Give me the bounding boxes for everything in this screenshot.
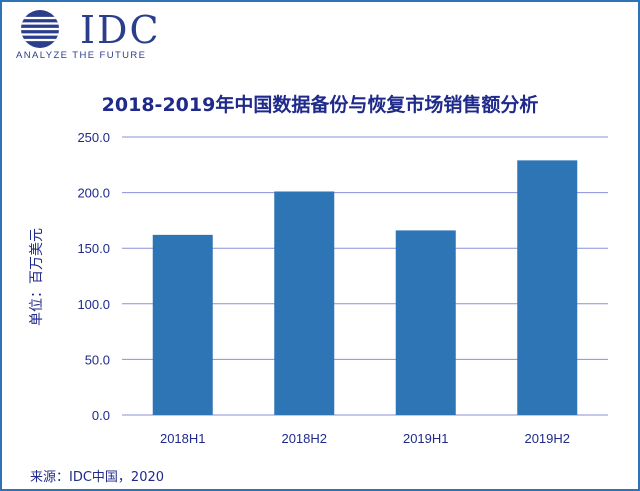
idc-logo: IDC ANALYZE THE FUTURE xyxy=(14,8,164,64)
x-tick-label-2019H1: 2019H1 xyxy=(403,431,449,446)
source-note: 来源：IDC中国，2020 xyxy=(30,470,165,485)
x-tick-label-2018H1: 2018H1 xyxy=(160,431,206,446)
bar-2018H2 xyxy=(274,191,335,415)
bar-2019H2 xyxy=(517,160,578,415)
bar-2019H1 xyxy=(395,230,456,415)
globe-icon xyxy=(21,10,59,48)
x-tick-label-2019H2: 2019H2 xyxy=(524,431,570,446)
y-tick-label-5: 250.0 xyxy=(77,130,110,145)
chart-title: 2018-2019年中国数据备份与恢复市场销售额分析 xyxy=(101,94,539,116)
y-tick-label-2: 100.0 xyxy=(77,297,110,312)
x-tick-label-2018H2: 2018H2 xyxy=(281,431,327,446)
logo-wordmark: IDC xyxy=(80,8,161,52)
bar-2018H1 xyxy=(152,234,213,415)
y-tick-label-0: 0.0 xyxy=(92,408,110,423)
logo-tagline: ANALYZE THE FUTURE xyxy=(16,50,147,61)
y-tick-label-1: 50.0 xyxy=(85,352,110,367)
y-tick-label-3: 150.0 xyxy=(77,241,110,256)
y-tick-label-4: 200.0 xyxy=(77,186,110,201)
